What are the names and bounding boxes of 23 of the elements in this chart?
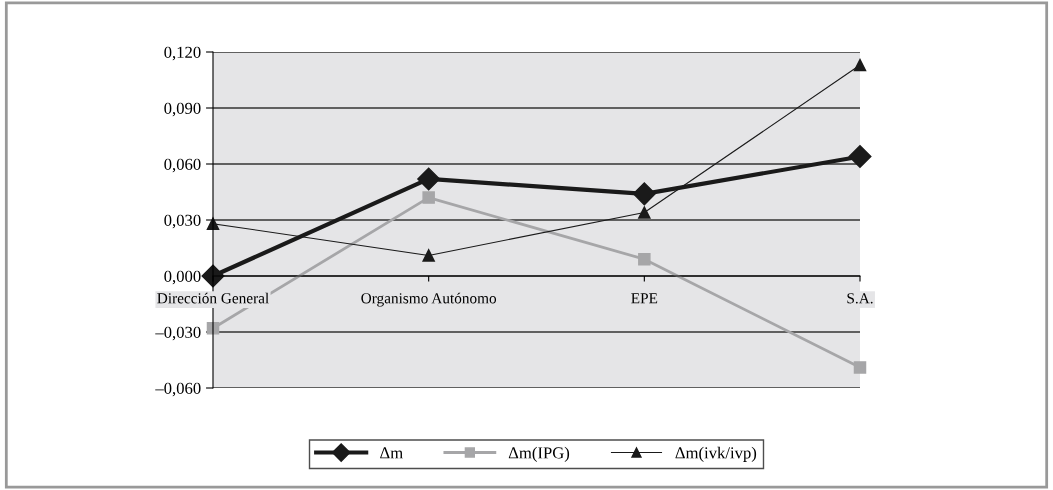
- y-tick-label: 0,000: [164, 270, 201, 285]
- y-tick-label: 0,120: [164, 46, 201, 61]
- y-tick-label: 0,030: [164, 214, 201, 229]
- x-tick-label: S.A.: [847, 293, 873, 304]
- x-tick-label: Dirección General: [157, 292, 269, 304]
- point: [417, 167, 441, 191]
- point: [638, 252, 651, 266]
- x-tick-label: EPE: [631, 293, 658, 304]
- legend-label: Δm(IPG): [508, 446, 570, 462]
- point: [848, 145, 872, 169]
- point: [422, 191, 435, 204]
- point: [638, 206, 651, 219]
- point: [422, 249, 435, 262]
- y-tick-label: –0,060: [155, 382, 201, 397]
- point: [632, 182, 656, 206]
- y-tick-label: 0,060: [164, 158, 201, 173]
- point: [853, 58, 867, 72]
- x-tick-label: Organismo Autónomo: [361, 292, 497, 307]
- legend-label: Δm(ivk/ivp): [675, 446, 757, 462]
- point: [853, 361, 867, 374]
- legend-label: Δm: [380, 447, 403, 459]
- y-tick-label: 0,090: [164, 102, 201, 117]
- y-tick-label: –0,030: [155, 326, 201, 341]
